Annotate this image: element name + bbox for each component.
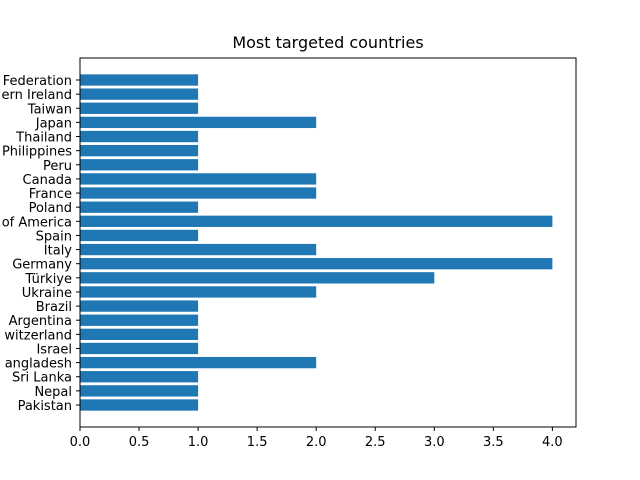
y-tick-label: Taiwan xyxy=(27,102,72,117)
y-tick-label: Ukraine xyxy=(22,286,72,301)
bar-16 xyxy=(80,187,317,199)
y-tick-label: Sri Lanka xyxy=(12,371,72,386)
x-tick-label: 2.5 xyxy=(365,435,386,450)
y-tick-label: Argentina xyxy=(9,314,72,329)
bar-23 xyxy=(80,88,199,100)
x-tick-label: 2.0 xyxy=(306,435,327,450)
bar-19 xyxy=(80,145,199,157)
x-tick-label: 1.0 xyxy=(188,435,209,450)
y-tick-label: Peru xyxy=(43,159,72,174)
y-tick-label: Japan xyxy=(35,116,72,131)
x-tick-label: 3.0 xyxy=(424,435,445,450)
x-tick-label: 0.5 xyxy=(129,435,150,450)
y-tick-label: Nepal xyxy=(34,385,72,400)
bar-11 xyxy=(80,258,553,270)
y-tick-label: ern Ireland xyxy=(2,88,72,103)
y-tick-label: Germany xyxy=(12,258,72,273)
y-tick-label: Poland xyxy=(29,201,72,216)
bar-20 xyxy=(80,130,199,143)
bar-3 xyxy=(80,371,199,383)
y-tick-label: Federation xyxy=(3,74,72,89)
bar-1 xyxy=(80,399,199,411)
bar-5 xyxy=(80,342,199,355)
bar-7 xyxy=(80,314,199,326)
y-tick-label: Thailand xyxy=(15,131,72,146)
chart-title: Most targeted countries xyxy=(232,33,424,52)
y-tick-label: France xyxy=(29,187,72,202)
x-tick-label: 4.0 xyxy=(542,435,563,450)
bar-18 xyxy=(80,159,199,171)
plot-frame xyxy=(79,57,577,428)
bar-15 xyxy=(80,201,199,213)
x-tick-label: 1.5 xyxy=(247,435,268,450)
bar-24 xyxy=(80,74,199,86)
bar-4 xyxy=(80,356,317,369)
bar-8 xyxy=(80,300,199,312)
bar-14 xyxy=(80,215,553,227)
y-tick-label: Italy xyxy=(44,244,73,259)
y-tick-label: Pakistan xyxy=(18,399,72,414)
bar-6 xyxy=(80,328,199,340)
bar-22 xyxy=(80,102,199,114)
bar-2 xyxy=(80,385,199,397)
bar-13 xyxy=(80,229,199,242)
y-tick-label: Spain xyxy=(36,229,72,244)
y-tick-label: Canada xyxy=(23,173,72,188)
bar-17 xyxy=(80,173,317,185)
y-tick-label: Israel xyxy=(36,342,72,357)
y-tick-label: of America xyxy=(2,215,72,230)
y-tick-label: Brazil xyxy=(36,300,72,315)
bar-10 xyxy=(80,272,435,284)
y-tick-label: Philippines xyxy=(2,145,72,160)
y-tick-label: angladesh xyxy=(5,357,72,372)
bar-9 xyxy=(80,286,317,298)
bar-12 xyxy=(80,243,317,256)
x-tick-label: 3.5 xyxy=(483,435,504,450)
x-tick-label: 0.0 xyxy=(70,435,91,450)
y-tick-label: Türkiye xyxy=(24,272,72,287)
bar-21 xyxy=(80,116,317,129)
y-tick-label: witzerland xyxy=(4,328,72,343)
